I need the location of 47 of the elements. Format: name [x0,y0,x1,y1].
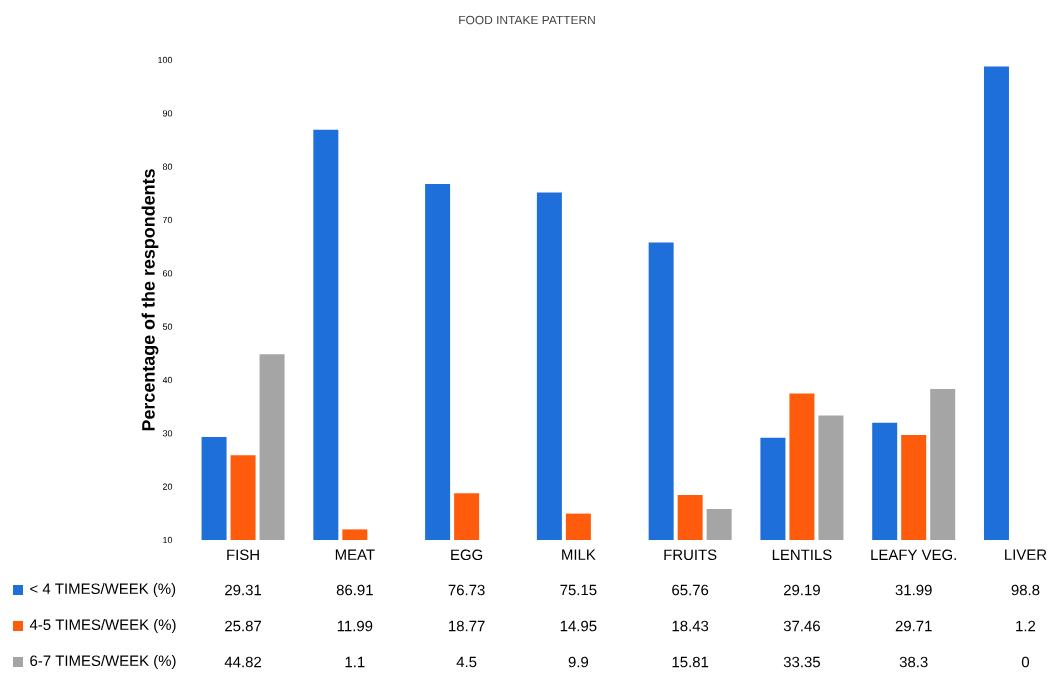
data-label: 15.81 [672,656,709,668]
y-tick-label: 10 [163,536,173,544]
data-label: 11.99 [337,620,373,632]
data-label: 37.46 [783,620,820,632]
y-axis-title: Percentage of the respondents [141,169,159,431]
data-label: 18.77 [449,620,485,632]
legend-label: 4-5 TIMES/WEEK (%) [29,619,176,633]
data-label: 76.73 [448,584,485,596]
x-tick-label: FRUITS [664,549,717,561]
data-label: 29.31 [225,584,262,596]
x-tick-label: MEAT [335,549,375,560]
x-tick-label: LEAFY VEG. [871,549,956,561]
y-tick-label: 40 [162,376,173,384]
x-tick-label: MILK [562,549,596,560]
y-tick-label: 60 [162,270,173,277]
data-label: 86.91 [336,584,373,596]
y-tick-label: 70 [162,216,173,224]
data-label: 44.82 [224,656,262,668]
data-label: 98.8 [1011,584,1040,596]
data-label: 33.35 [783,656,820,668]
data-label: 14.95 [560,620,597,632]
y-tick-label: 90 [162,110,173,117]
text: 9.9 [568,656,589,668]
legend-label: 6-7 TIMES/WEEK (%) [30,655,176,669]
data-label: 25.87 [225,620,262,632]
y-tick-label: 30 [162,430,173,437]
y-tick-label: 50 [162,323,173,330]
x-tick-label: EGG [451,549,483,561]
data-label: 29.19 [783,584,820,596]
data-label: 75.15 [560,584,597,596]
x-tick-label: LIVER [1005,549,1047,560]
y-tick-label: 100 [158,56,173,64]
data-label: 65.76 [672,584,709,596]
text: 4.5 [456,656,477,668]
data-label: 31.99 [895,584,932,596]
chart-title: FOOD INTAKE PATTERN [459,15,595,25]
x-tick-label: FISH [227,549,259,561]
data-label: 38.3 [899,656,928,668]
y-tick-label: 80 [162,163,173,170]
text: 1.2 [1016,620,1036,632]
data-label: 29.71 [895,620,932,632]
legend-label: < 4 TIMES/WEEK (%) [30,583,176,597]
data-label: 18.43 [672,620,709,632]
text: 0 [1021,656,1030,668]
x-tick-label: LENTILS [772,549,832,561]
y-tick-label: 20 [162,483,173,490]
text: 1.1 [345,656,365,668]
